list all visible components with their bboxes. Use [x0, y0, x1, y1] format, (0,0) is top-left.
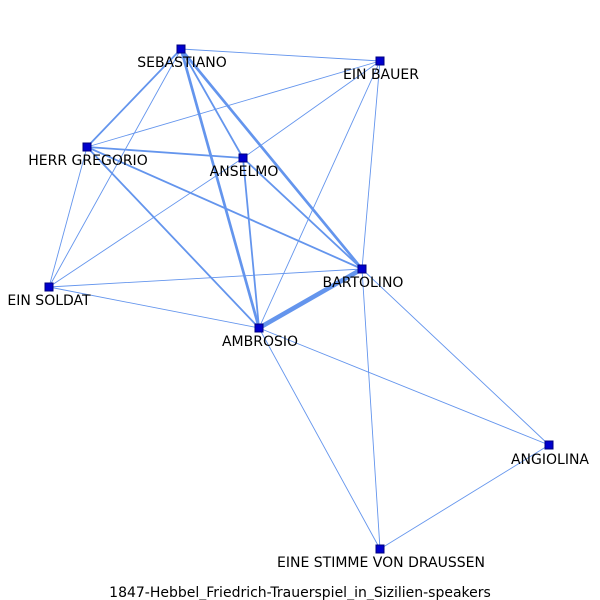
edge-herr_gregorio-ein_soldat: [48, 146, 88, 288]
node-angiolina[interactable]: [544, 440, 554, 450]
edge-bartolino-ambrosio: [256, 266, 365, 331]
node-anselmo[interactable]: [238, 153, 248, 163]
node-sebastiano[interactable]: [176, 44, 186, 54]
edge-angiolina-eine_stimme: [379, 444, 550, 550]
edges-layer: [48, 47, 550, 550]
node-label-ein_bauer: EIN BAUER: [343, 67, 419, 83]
graph-caption: 1847-Hebbel_Friedrich-Trauerspiel_in_Siz…: [109, 585, 491, 600]
edge-ein_bauer-herr_gregorio: [86, 60, 381, 148]
labels-layer: SEBASTIANO EIN BAUER HERR GREGORIO ANSELMO B…: [7, 55, 589, 571]
edge-bartolino-angiolina: [361, 268, 550, 446]
edge-ambrosio-eine_stimme: [258, 327, 381, 550]
edge-anselmo-bartolino: [242, 157, 363, 270]
edge-sebastiano-ein_bauer: [180, 48, 381, 62]
edge-ein_bauer-anselmo: [242, 60, 381, 159]
node-label-herr_gregorio: HERR GREGORIO: [28, 153, 147, 169]
edge-bartolino-ein_soldat: [48, 268, 363, 288]
edge-sebastiano-bartolino: [179, 47, 364, 271]
node-label-bartolino: BARTOLINO: [323, 275, 404, 291]
edge-anselmo-ein_soldat: [48, 157, 244, 288]
edge-sebastiano-ambrosio: [179, 47, 261, 330]
edge-anselmo-ambrosio: [242, 157, 260, 329]
edge-sebastiano-ein_soldat: [48, 48, 182, 288]
edge-herr_gregorio-anselmo: [86, 146, 244, 159]
edge-ein_bauer-ambrosio: [258, 60, 381, 329]
nodes-layer: [44, 44, 554, 554]
node-ein_soldat[interactable]: [44, 282, 54, 292]
node-eine_stimme[interactable]: [375, 544, 385, 554]
edge-herr_gregorio-ambrosio: [86, 146, 260, 329]
edge-ein_bauer-bartolino: [361, 60, 381, 270]
node-label-ambrosio: AMBROSIO: [222, 334, 298, 350]
node-label-ein_soldat: EIN SOLDAT: [7, 293, 91, 309]
edge-ambrosio-angiolina: [258, 327, 550, 446]
edge-sebastiano-herr_gregorio: [86, 48, 182, 148]
node-ein_bauer[interactable]: [375, 56, 385, 66]
edge-sebastiano-anselmo: [180, 48, 244, 159]
node-bartolino[interactable]: [357, 264, 367, 274]
node-ambrosio[interactable]: [254, 323, 264, 333]
edge-herr_gregorio-bartolino: [86, 146, 363, 270]
node-label-anselmo: ANSELMO: [210, 164, 279, 180]
node-herr_gregorio[interactable]: [82, 142, 92, 152]
node-label-sebastiano: SEBASTIANO: [137, 55, 227, 71]
edge-ambrosio-ein_soldat: [48, 286, 260, 329]
node-label-angiolina: ANGIOLINA: [511, 452, 589, 468]
node-label-eine_stimme: EINE STIMME VON DRAUSSEN: [277, 555, 485, 571]
edge-bartolino-eine_stimme: [361, 268, 381, 550]
